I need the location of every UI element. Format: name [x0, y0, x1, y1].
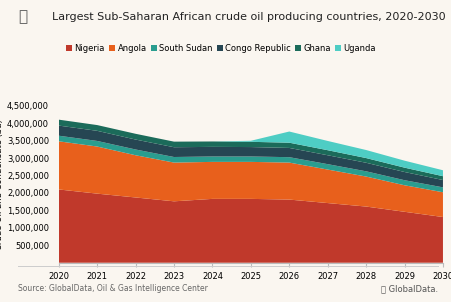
- Y-axis label: Crude Oil and Condensate (bd): Crude Oil and Condensate (bd): [0, 119, 4, 249]
- Text: ⧗: ⧗: [18, 9, 27, 24]
- Legend: Nigeria, Angola, South Sudan, Congo Republic, Ghana, Uganda: Nigeria, Angola, South Sudan, Congo Repu…: [63, 40, 378, 56]
- Text: Largest Sub-Saharan African crude oil producing countries, 2020-2030: Largest Sub-Saharan African crude oil pr…: [52, 11, 445, 22]
- Text: Source: GlobalData, Oil & Gas Intelligence Center: Source: GlobalData, Oil & Gas Intelligen…: [18, 284, 207, 293]
- Text: ⧗ GlobalData.: ⧗ GlobalData.: [381, 284, 437, 293]
